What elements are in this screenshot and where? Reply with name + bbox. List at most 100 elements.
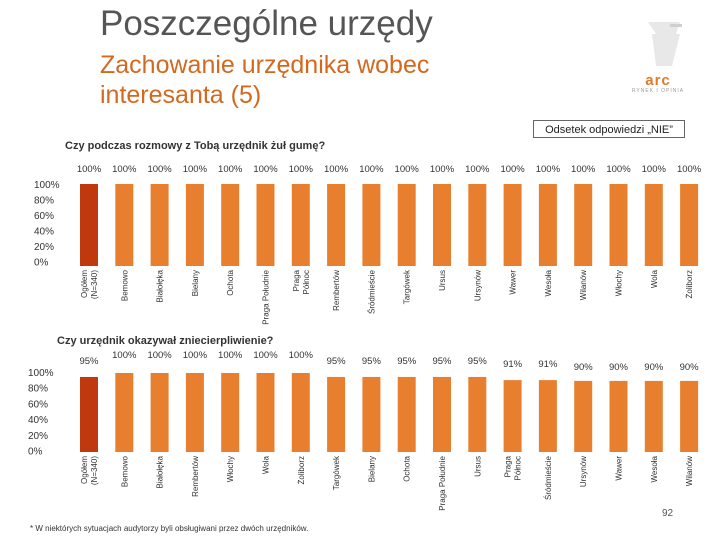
chart2-value-label: 90% <box>680 362 700 373</box>
chart1-value-label: 100% <box>359 164 384 175</box>
chart1-value-label: 100% <box>183 164 208 175</box>
chart2-ytick: 20% <box>28 431 48 442</box>
chart2-bar <box>150 373 169 452</box>
chart1-ytick: 80% <box>34 196 54 207</box>
chart2-category-label: Wawer <box>615 456 624 481</box>
chart1-bar <box>115 184 134 266</box>
chart2-bar <box>609 380 628 452</box>
chart2-value-label: 95% <box>79 356 99 367</box>
chart1-bar <box>185 184 204 266</box>
chart1-category-label: Wilanów <box>579 270 588 300</box>
chart1-ytick: 40% <box>34 227 54 238</box>
chart2-category-label: Ochota <box>403 455 412 481</box>
chart1-value-label: 100% <box>112 164 137 175</box>
chart2-value-label: 90% <box>609 362 629 373</box>
chart1-value-label: 100% <box>289 164 314 175</box>
chart1-value-label: 100% <box>218 164 243 175</box>
chart2-ytick: 0% <box>28 447 43 458</box>
chart1-ytick: 100% <box>34 180 60 191</box>
chart2-bar <box>221 373 240 452</box>
chart2-value-label: 95% <box>432 356 452 367</box>
chart2-value-label: 100% <box>218 350 243 361</box>
chart1-bar <box>609 184 628 266</box>
chart1-bar <box>150 184 169 266</box>
chart2-value-label: 100% <box>112 350 137 361</box>
legend-box: Odsetek odpowiedzi „NIE” <box>533 120 685 138</box>
chart2-value-label: 90% <box>644 362 664 373</box>
chart1-category-label: Ogółem(N=340) <box>80 270 99 299</box>
chart2-bar <box>256 373 275 452</box>
page-number: 92 <box>662 508 674 519</box>
chart1-bar <box>433 184 451 266</box>
chart1-ytick: 60% <box>34 211 54 222</box>
chart1-bar <box>221 184 240 266</box>
page-title: Poszczególne urzędy <box>100 4 433 43</box>
chart1-value-label: 100% <box>677 164 702 175</box>
chart2-category-label: Ursus <box>473 456 482 477</box>
chart2-bar <box>538 380 557 452</box>
chart2-value-label: 90% <box>574 362 594 373</box>
chart2-bar <box>468 376 487 452</box>
chart2-category-label: PragaPółnoc <box>504 455 523 480</box>
chart1-ytick: 0% <box>34 258 49 269</box>
chart1-bar <box>397 184 416 266</box>
chart2-category-label: Wesoła <box>650 455 659 482</box>
chart1-bar <box>362 184 381 266</box>
chart2-category-label: Włochy <box>226 456 235 482</box>
chart1-value-label: 100% <box>500 164 525 175</box>
chart2-category-label: Ogółem(N=340) <box>80 456 99 485</box>
chart2-bar <box>185 373 204 452</box>
chart1-bar <box>574 184 593 266</box>
chart1-value-label: 100% <box>536 164 561 175</box>
chart2-category-label: Bemowo <box>120 455 129 487</box>
chart1-bar <box>80 184 98 266</box>
logo-subtext: RYNEK I OPINIA <box>631 88 685 94</box>
chart2-value-label: 91% <box>503 359 523 370</box>
chart2-category-label: Targówek <box>332 455 341 490</box>
chart1-category-label: Praga Południe <box>262 269 271 324</box>
chart2-category-label: Ursynów <box>579 456 588 487</box>
chart2-category-label: Wilanów <box>685 456 694 486</box>
chart2-value-label: 100% <box>147 350 172 361</box>
chart1-value-label: 100% <box>465 164 490 175</box>
chart2-bar <box>680 380 699 452</box>
chart1-bar <box>538 184 557 266</box>
chart2-bar <box>291 373 310 452</box>
chart1-category-label: Śródmieście <box>367 269 376 314</box>
chart1-category-label: Ochota <box>226 269 235 295</box>
chart2-category-label: Bielany <box>367 456 376 482</box>
chart2-ytick: 100% <box>28 368 54 379</box>
chart1-category-label: Białołęka <box>156 269 165 302</box>
chart2-bar <box>574 380 593 452</box>
chart1-value-label: 100% <box>642 164 667 175</box>
chart1-category-label: Wawer <box>509 270 518 295</box>
chart2-category-label: Białołęka <box>156 455 165 488</box>
chart2-value-label: 91% <box>538 359 558 370</box>
chart2-bar <box>115 373 134 452</box>
chart1-value-label: 100% <box>606 164 631 175</box>
chart2-category-label: Praga Południe <box>438 455 447 510</box>
chart1-category-label: Wesoła <box>544 269 553 296</box>
page-subtitle: Zachowanie urzędnika wobec interesanta (… <box>100 51 430 109</box>
chart2-bar <box>397 376 416 452</box>
chart1-value-label: 100% <box>571 164 596 175</box>
chart2-category-label: Rembertów <box>191 456 200 497</box>
chart1-category-label: PragaPółnoc <box>292 269 311 294</box>
chart1-value-label: 100% <box>147 164 172 175</box>
chart2-ytick: 60% <box>28 399 48 410</box>
chart2-value-label: 100% <box>253 350 278 361</box>
chart1-category-label: Rembertów <box>332 270 341 311</box>
chart1-category-label: Ursynów <box>473 270 482 301</box>
chart1-category-label: Żoliborz <box>685 270 694 298</box>
chart1-category-label: Wola <box>650 269 659 288</box>
logo-text: arc <box>645 72 671 89</box>
chart2-value-label: 95% <box>362 356 382 367</box>
chart1-bar <box>503 184 522 266</box>
chart2-value-label: 95% <box>468 356 488 367</box>
footnote: * W niektórych sytuacjach audytorzy byli… <box>30 524 309 533</box>
chart1-bar <box>680 184 699 266</box>
chart1-bar <box>327 184 346 266</box>
chart1-value-label: 100% <box>324 164 349 175</box>
chart1-value-label: 100% <box>253 164 278 175</box>
